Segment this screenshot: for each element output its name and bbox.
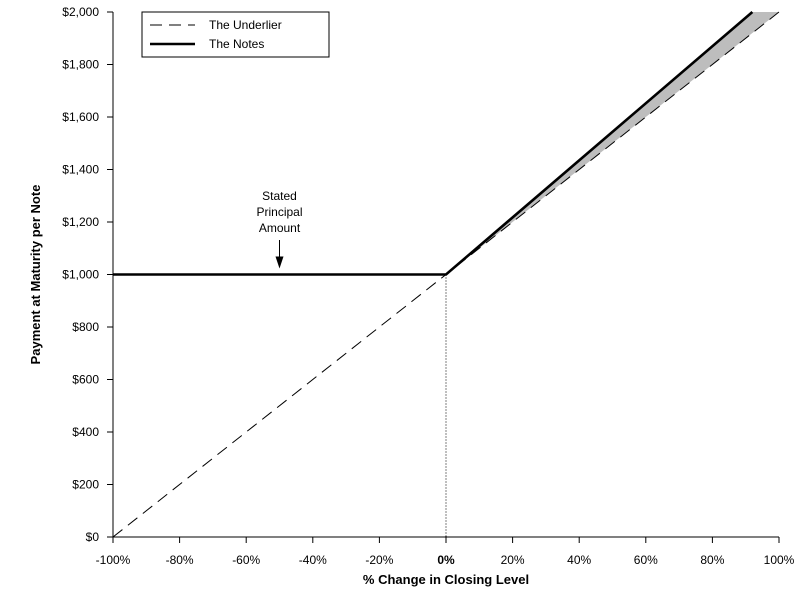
y-tick-label: $1,600 [62,110,99,124]
y-tick-label: $1,800 [62,58,99,72]
legend: The Underlier The Notes [141,11,330,58]
y-tick-label: $1,400 [62,163,99,177]
x-tick-label: -100% [96,553,131,567]
y-tick-label: $1,200 [62,215,99,229]
y-tick-label: $0 [86,530,100,544]
x-tick-label: -60% [232,553,260,567]
notes-series-line [113,11,754,276]
annotation-arrow-head [275,256,284,269]
x-tick-label: -20% [365,553,393,567]
x-tick-label: 60% [634,553,658,567]
y-tick-label: $600 [72,373,99,387]
x-tick-label: 20% [501,553,525,567]
y-tick-label: $200 [72,478,99,492]
legend-box [141,11,330,58]
x-tick-label: 100% [764,553,795,567]
x-tick-label: -80% [166,553,194,567]
y-tick-label: $400 [72,425,99,439]
x-tick-label: 40% [567,553,591,567]
y-axis-title: Payment at Maturity per Note [28,185,43,365]
y-tick-label: $2,000 [62,5,99,19]
annotation-text-line: Principal [256,205,302,219]
legend-notes-label: The Notes [209,37,264,51]
annotation-text-line: Amount [259,221,301,235]
x-tick-label: 0% [437,553,455,567]
stated-principal-annotation: Stated Principal Amount [256,189,303,269]
axes: $0 $200 $400 $600 $800 $1,000 $1,200 $1,400 $1,6… [62,5,794,567]
legend-underlier-label: The Underlier [209,18,282,32]
y-tick-label: $800 [72,320,99,334]
x-axis-title: % Change in Closing Level [363,572,529,587]
annotation-text-line: Stated [262,189,297,203]
x-tick-label: -40% [299,553,327,567]
x-tick-label: 80% [700,553,724,567]
y-tick-label: $1,000 [62,268,99,282]
